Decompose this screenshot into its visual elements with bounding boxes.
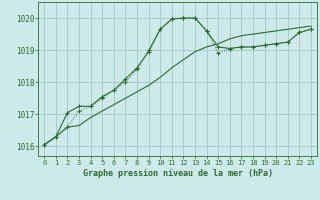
X-axis label: Graphe pression niveau de la mer (hPa): Graphe pression niveau de la mer (hPa) (83, 169, 273, 178)
